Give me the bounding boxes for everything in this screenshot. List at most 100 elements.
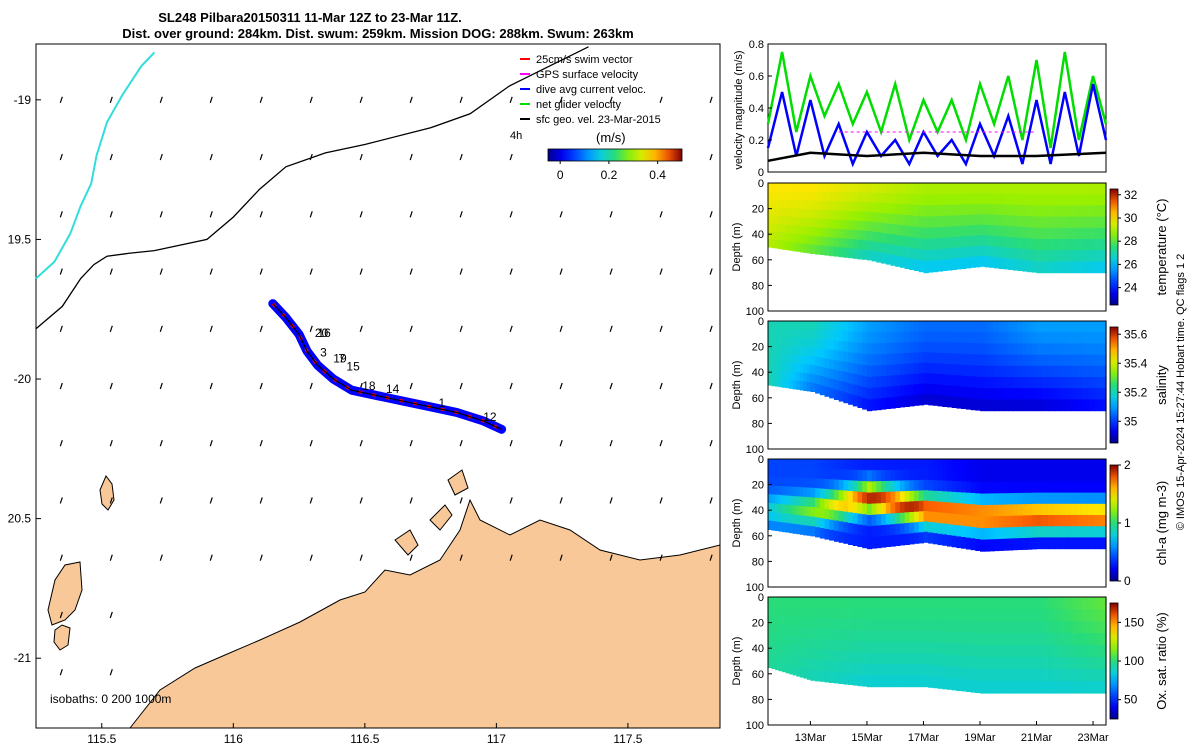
section-cell <box>1077 332 1084 344</box>
section-cell <box>956 364 962 376</box>
section-cell <box>956 620 962 633</box>
section-cell <box>778 370 783 379</box>
section-cell <box>1036 515 1043 527</box>
section-cell <box>942 512 948 525</box>
section-cell <box>965 398 972 410</box>
section-cell <box>928 238 934 251</box>
section-cell <box>819 478 826 490</box>
geo-arrow <box>509 153 513 161</box>
section-cell <box>834 389 840 400</box>
section-cell <box>989 365 995 378</box>
map-cbar-tick-label: 0.4 <box>649 168 666 182</box>
section-cell <box>1042 597 1049 610</box>
section-cell <box>932 490 939 502</box>
section-cell <box>785 329 790 339</box>
section-cell <box>775 651 780 662</box>
section-cell <box>815 384 821 394</box>
section-cell <box>876 514 882 526</box>
map-xtick-label: 115.5 <box>87 732 116 746</box>
section-cell <box>871 630 877 643</box>
section-cell <box>1088 227 1095 240</box>
section-cell <box>1022 621 1028 634</box>
section-cell <box>782 459 787 469</box>
geo-arrow <box>159 382 163 390</box>
section-cell <box>909 384 915 396</box>
section-cell <box>895 375 901 387</box>
section-cell <box>909 533 915 545</box>
section-cell <box>1031 343 1038 356</box>
geo-arrow <box>409 497 413 504</box>
section-cell <box>914 373 920 385</box>
section-cell <box>1013 226 1019 238</box>
section-cell <box>857 249 863 260</box>
section-cell <box>789 486 794 497</box>
section-cell <box>994 609 1000 622</box>
section-cell <box>768 369 773 378</box>
section-cell <box>852 534 859 546</box>
section-cell <box>909 608 915 620</box>
section-cell <box>1053 194 1061 206</box>
section-cell <box>965 365 972 377</box>
section-cell <box>961 331 967 344</box>
section-cell <box>1022 538 1028 550</box>
geo-arrow <box>109 382 113 390</box>
section-cell <box>799 381 804 391</box>
section-cell <box>937 194 943 206</box>
section-cell <box>1048 388 1055 400</box>
section-cell <box>1003 332 1009 344</box>
section-cell <box>932 352 939 364</box>
section-cell <box>785 241 790 251</box>
section-cell <box>1059 503 1067 516</box>
section-cell <box>961 503 967 516</box>
section-cell <box>1071 388 1078 400</box>
section-cell <box>1013 669 1019 682</box>
section-cell <box>1042 377 1049 389</box>
section-cell <box>1094 194 1101 206</box>
section-cell <box>909 395 915 407</box>
section-cell <box>775 183 780 192</box>
geo-arrow <box>159 554 163 561</box>
geo-arrow <box>259 268 263 275</box>
section-cell <box>1022 657 1028 670</box>
section-cell <box>1036 354 1043 367</box>
section-cell <box>989 493 995 506</box>
section-cell <box>1071 205 1078 218</box>
section-cell <box>810 459 816 470</box>
section-cell <box>1082 332 1090 344</box>
section-cell <box>789 329 794 339</box>
section-cell <box>866 503 873 516</box>
section-cell <box>1042 645 1049 658</box>
geo-arrow <box>559 554 563 561</box>
section-cell <box>1059 459 1067 471</box>
section-cell <box>785 663 790 674</box>
geo-arrow <box>359 268 363 275</box>
section-cell <box>789 199 794 209</box>
section-cell <box>1065 470 1072 482</box>
section-cell <box>961 643 967 657</box>
section-cell <box>1053 321 1061 333</box>
section-cell <box>1022 609 1028 622</box>
section-cell <box>1008 645 1014 658</box>
section-cell <box>1094 321 1101 333</box>
section-cell <box>829 519 835 531</box>
section-cell <box>975 481 981 494</box>
section-cell <box>1059 621 1067 634</box>
section-cell <box>1017 343 1023 356</box>
section-cell <box>848 183 854 193</box>
section-cell <box>1031 503 1038 516</box>
section-cell <box>866 192 873 203</box>
section-cell <box>890 469 896 482</box>
section-cell <box>1036 481 1043 494</box>
section-cell <box>909 258 915 270</box>
section-cell <box>1048 597 1055 610</box>
section-cell <box>1008 459 1014 471</box>
section-cell <box>1048 503 1055 516</box>
section-cell <box>1065 194 1072 206</box>
section-cell <box>857 183 863 194</box>
section-cell <box>890 630 896 643</box>
section-cell <box>904 608 910 620</box>
section-cell <box>899 331 906 343</box>
section-cell <box>866 481 873 494</box>
section-cell <box>1027 194 1033 206</box>
section-cell <box>775 321 780 330</box>
